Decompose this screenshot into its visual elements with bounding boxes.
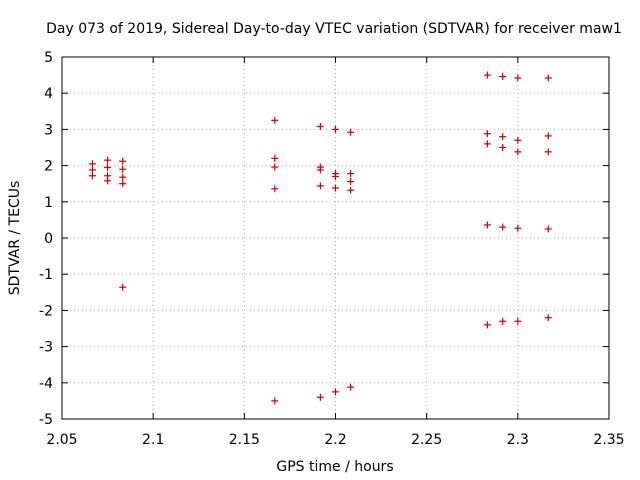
data-point-plus	[271, 397, 279, 405]
data-point-plus	[271, 185, 279, 193]
x-tick-labels: 2.05 2.1 2.15 2.2 2.25 2.3 2.35	[46, 432, 624, 448]
x-tick-label: 2.1	[142, 432, 164, 448]
y-axis-label: SDTVAR / TECUs	[7, 181, 23, 296]
data-point-plus	[499, 317, 507, 325]
data-point-plus	[544, 74, 552, 82]
x-axis-label: GPS time / hours	[276, 459, 393, 475]
data-point-plus	[104, 156, 112, 164]
data-point-plus	[119, 157, 127, 165]
data-point-plus	[332, 172, 339, 180]
data-point-plus	[483, 130, 491, 138]
x-tick-label: 2.35	[593, 432, 624, 448]
data-point-plus	[119, 173, 127, 181]
data-point-plus	[499, 144, 507, 151]
data-point-plus	[332, 388, 339, 396]
x-tick-label: 2.05	[46, 432, 77, 448]
data-point-plus	[347, 170, 355, 178]
y-tick-label: -5	[39, 412, 53, 428]
data-point-plus	[347, 186, 355, 194]
y-tick-label: 4	[44, 86, 53, 102]
data-point-plus	[316, 182, 324, 190]
data-point-plus	[544, 314, 552, 322]
data-point-plus	[271, 116, 279, 124]
x-tick-label: 2.2	[324, 432, 346, 448]
data-point-plus	[104, 163, 112, 171]
y-tick-label: 1	[44, 195, 53, 211]
data-point-plus	[347, 178, 355, 186]
data-point-plus	[104, 177, 112, 185]
x-tick-label: 2.15	[229, 432, 260, 448]
data-point-plus	[499, 133, 507, 141]
data-point-plus	[271, 154, 279, 162]
data-point-plus	[332, 184, 339, 192]
data-point-plus	[88, 160, 96, 168]
y-tick-labels: -5 -4 -3 -2 -1 0 1 2 3 4 5	[39, 50, 53, 428]
data-point-plus	[483, 140, 491, 148]
y-tick-label: 5	[44, 50, 53, 66]
y-tick-label: -2	[39, 303, 53, 319]
data-point-plus	[514, 224, 522, 232]
y-tick-label: -1	[39, 267, 53, 283]
data-point-plus	[347, 383, 355, 391]
x-tick-label: 2.3	[507, 432, 529, 448]
data-point-plus	[499, 73, 507, 81]
data-point-plus	[119, 165, 127, 173]
data-point-plus	[499, 223, 507, 231]
y-tick-label: 0	[44, 231, 53, 247]
data-point-plus	[316, 123, 324, 131]
y-tick-label: 2	[44, 159, 53, 175]
data-point-plus	[544, 132, 552, 140]
data-point-plus	[514, 74, 522, 82]
data-points	[88, 71, 552, 405]
data-point-plus	[332, 125, 339, 133]
data-point-plus	[119, 283, 127, 291]
y-tick-label: -4	[39, 376, 53, 392]
data-point-plus	[119, 180, 127, 188]
data-point-plus	[483, 71, 491, 79]
data-point-plus	[347, 128, 355, 136]
data-point-plus	[483, 221, 491, 229]
chart-title: Day 073 of 2019, Sidereal Day-to-day VTE…	[46, 21, 622, 37]
x-tick-label: 2.25	[411, 432, 442, 448]
data-point-plus	[544, 148, 552, 156]
data-point-plus	[544, 225, 552, 233]
data-point-plus	[271, 163, 279, 171]
gridlines	[62, 57, 609, 419]
y-tick-label: -3	[39, 340, 53, 356]
y-tick-label: 3	[44, 122, 53, 138]
data-point-plus	[514, 317, 522, 325]
data-point-plus	[316, 166, 324, 174]
axis-ticks	[61, 56, 610, 420]
data-point-plus	[483, 321, 491, 329]
data-point-plus	[88, 172, 96, 180]
data-point-plus	[514, 136, 522, 144]
data-point-plus	[514, 148, 522, 156]
data-point-plus	[316, 393, 324, 401]
